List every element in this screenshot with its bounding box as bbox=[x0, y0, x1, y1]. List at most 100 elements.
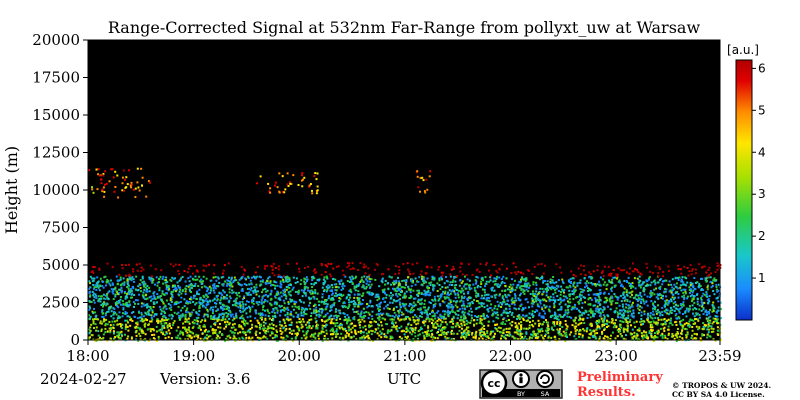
signal-pixel bbox=[225, 308, 228, 310]
signal-pixel bbox=[405, 309, 408, 312]
signal-pixel bbox=[148, 305, 151, 308]
signal-pixel bbox=[486, 314, 488, 317]
signal-pixel bbox=[182, 322, 185, 325]
chart-title: Range-Corrected Signal at 532nm Far-Rang… bbox=[108, 18, 701, 37]
signal-pixel bbox=[167, 336, 170, 339]
signal-pixel bbox=[681, 279, 684, 282]
signal-pixel bbox=[664, 301, 667, 304]
signal-pixel bbox=[89, 326, 92, 329]
signal-pixel bbox=[136, 299, 139, 302]
signal-pixel bbox=[159, 275, 162, 278]
signal-pixel bbox=[188, 284, 191, 287]
signal-pixel bbox=[426, 291, 429, 294]
signal-pixel bbox=[710, 325, 713, 328]
signal-pixel bbox=[295, 321, 298, 324]
signal-pixel bbox=[695, 333, 698, 336]
signal-pixel bbox=[162, 307, 165, 310]
signal-pixel bbox=[657, 304, 659, 307]
signal-pixel bbox=[614, 295, 617, 298]
signal-pixel bbox=[145, 298, 148, 301]
signal-pixel bbox=[346, 322, 348, 325]
signal-pixel bbox=[520, 327, 523, 330]
signal-pixel bbox=[464, 315, 467, 318]
signal-pixel bbox=[106, 296, 109, 299]
signal-pixel bbox=[468, 279, 471, 282]
signal-pixel bbox=[311, 325, 314, 328]
signal-pixel bbox=[306, 286, 309, 289]
signal-pixel bbox=[92, 299, 95, 302]
signal-pixel bbox=[285, 279, 288, 282]
signal-pixel bbox=[183, 326, 186, 329]
signal-pixel bbox=[466, 278, 469, 281]
signal-pixel bbox=[441, 300, 444, 303]
signal-pixel bbox=[352, 277, 355, 280]
signal-pixel bbox=[571, 277, 574, 280]
signal-pixel bbox=[496, 275, 499, 278]
signal-pixel bbox=[685, 322, 688, 325]
signal-pixel bbox=[499, 284, 502, 287]
signal-pixel bbox=[519, 337, 522, 340]
signal-pixel bbox=[198, 301, 201, 304]
signal-pixel bbox=[495, 328, 498, 331]
signal-pixel bbox=[438, 279, 441, 282]
signal-pixel bbox=[114, 293, 117, 296]
signal-pixel bbox=[578, 322, 581, 325]
signal-pixel bbox=[612, 276, 615, 279]
signal-pixel bbox=[414, 314, 416, 317]
signal-pixel bbox=[489, 276, 492, 279]
signal-pixel bbox=[108, 290, 111, 293]
signal-pixel bbox=[364, 314, 367, 317]
signal-pixel bbox=[476, 286, 479, 289]
signal-pixel bbox=[622, 321, 625, 323]
signal-pixel bbox=[370, 324, 373, 327]
signal-pixel bbox=[630, 324, 632, 327]
signal-pixel bbox=[477, 300, 479, 303]
signal-pixel bbox=[306, 278, 309, 281]
signal-pixel bbox=[182, 333, 185, 336]
signal-pixel bbox=[365, 335, 368, 338]
signal-pixel bbox=[698, 304, 701, 307]
signal-pixel bbox=[677, 287, 680, 290]
signal-pixel bbox=[517, 297, 520, 300]
signal-pixel bbox=[698, 327, 701, 330]
signal-pixel bbox=[395, 293, 398, 296]
signal-pixel bbox=[375, 304, 378, 307]
signal-pixel bbox=[411, 281, 414, 284]
signal-pixel bbox=[577, 323, 580, 326]
signal-pixel bbox=[497, 326, 500, 329]
signal-pixel bbox=[113, 320, 116, 323]
signal-pixel bbox=[412, 316, 415, 319]
signal-pixel bbox=[607, 325, 610, 328]
signal-pixel bbox=[271, 337, 274, 340]
signal-pixel bbox=[516, 325, 519, 328]
signal-pixel bbox=[258, 337, 261, 339]
signal-pixel bbox=[380, 301, 382, 304]
signal-pixel bbox=[677, 332, 680, 335]
signal-pixel bbox=[616, 329, 619, 332]
signal-pixel bbox=[337, 315, 340, 318]
signal-pixel bbox=[422, 293, 425, 296]
signal-pixel bbox=[553, 300, 556, 302]
signal-pixel bbox=[223, 327, 226, 330]
signal-pixel bbox=[431, 322, 433, 324]
signal-pixel bbox=[528, 324, 531, 327]
signal-pixel bbox=[705, 317, 708, 320]
signal-pixel bbox=[451, 329, 453, 332]
signal-pixel bbox=[518, 317, 521, 320]
signal-pixel bbox=[697, 318, 699, 321]
signal-pixel bbox=[603, 317, 606, 320]
signal-pixel bbox=[91, 310, 94, 313]
signal-pixel bbox=[232, 291, 235, 294]
signal-pixel bbox=[266, 308, 269, 311]
signal-pixel bbox=[258, 275, 261, 278]
signal-pixel bbox=[601, 324, 604, 326]
signal-pixel bbox=[226, 294, 228, 297]
signal-pixel bbox=[146, 297, 149, 300]
signal-pixel bbox=[617, 330, 620, 333]
signal-pixel bbox=[206, 308, 209, 311]
signal-pixel bbox=[395, 290, 398, 293]
signal-pixel bbox=[303, 277, 306, 280]
signal-pixel bbox=[441, 326, 444, 329]
signal-pixel bbox=[310, 283, 313, 285]
signal-pixel bbox=[503, 317, 506, 320]
